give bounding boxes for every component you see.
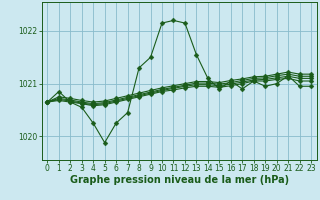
- X-axis label: Graphe pression niveau de la mer (hPa): Graphe pression niveau de la mer (hPa): [70, 175, 289, 185]
